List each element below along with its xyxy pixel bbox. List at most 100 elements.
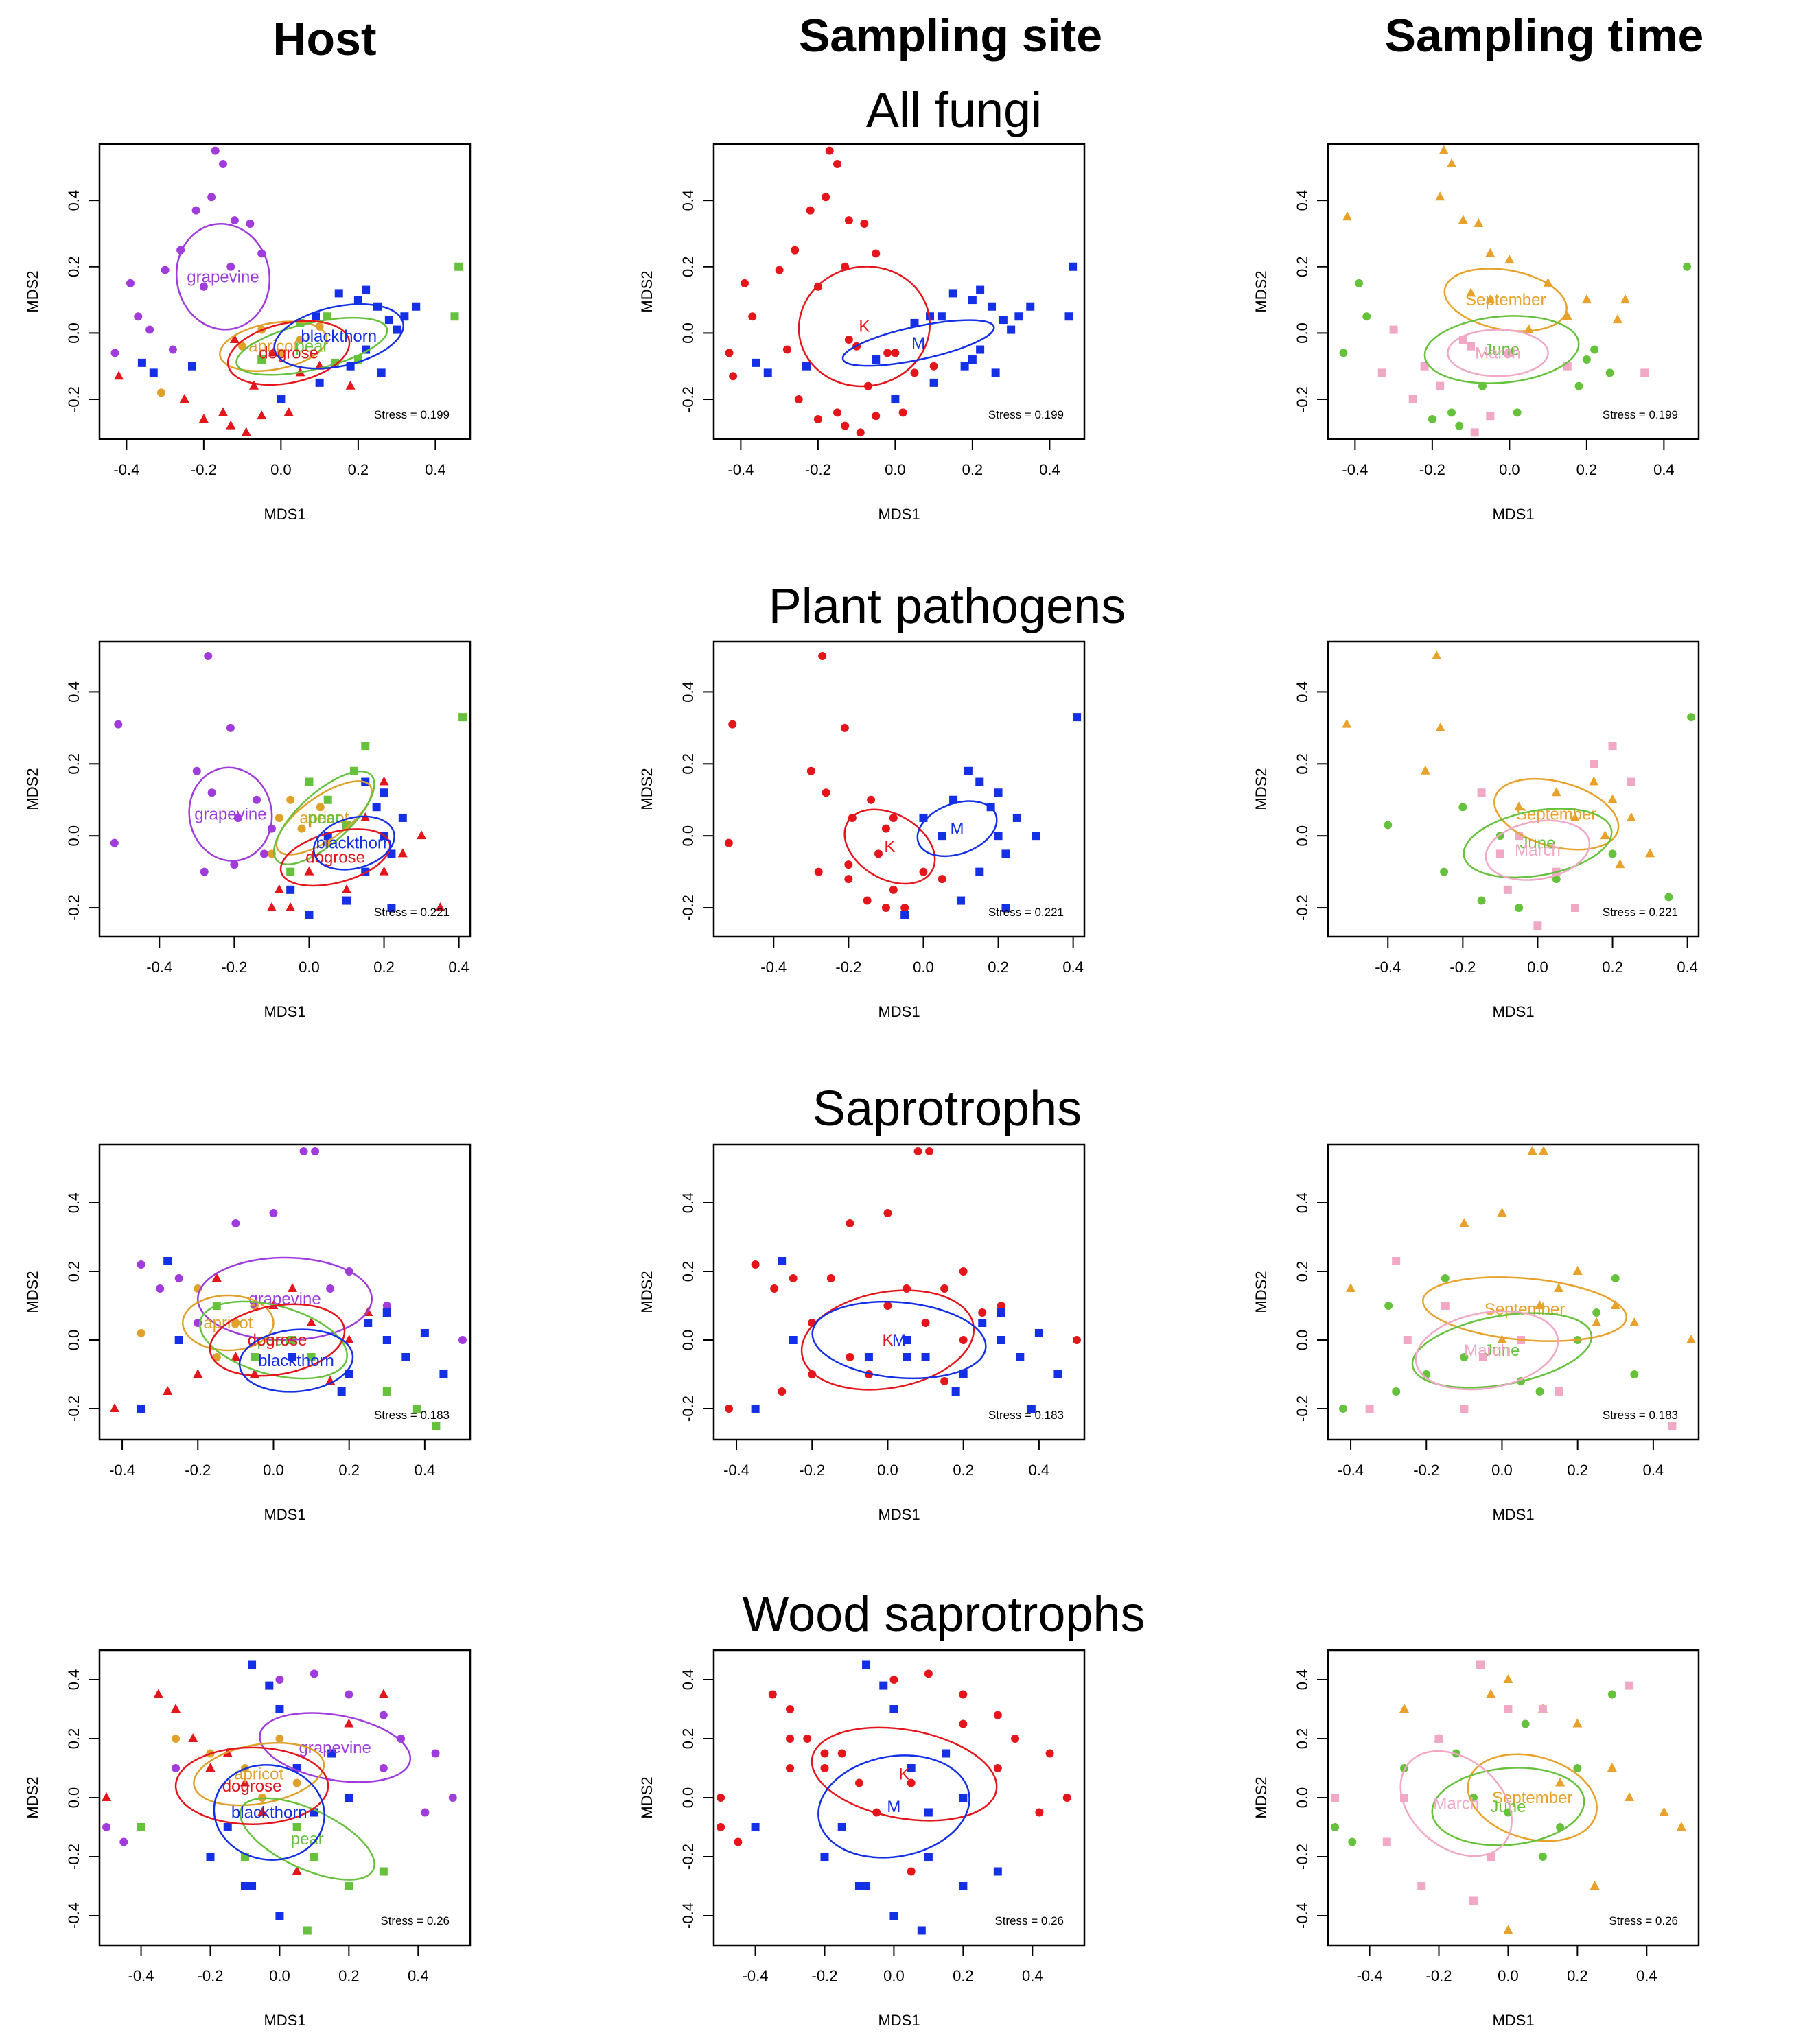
point-june [1428, 415, 1436, 424]
point-dogrose [257, 410, 267, 420]
point-k [822, 788, 830, 797]
point-blackthorn [353, 296, 362, 305]
ellipse-june [1431, 1767, 1585, 1846]
point-k [903, 1284, 911, 1293]
point-september [1459, 1218, 1469, 1227]
plot-frame [98, 143, 472, 440]
point-grapevine [156, 1284, 165, 1293]
point-september [1346, 1283, 1356, 1292]
group-label-dogrose: dogrose [259, 344, 318, 362]
point-k [725, 1405, 734, 1413]
y-tick-label: 0.2 [1294, 256, 1311, 277]
point-k [997, 1302, 1005, 1310]
y-tick-label: 0.0 [1294, 1787, 1311, 1809]
point-k [775, 266, 784, 274]
panel-plant-pathogens-sampling-site: -0.4 -0.2 0.0 0.2 0.4-0.20.00.20.4MDS1MDS2KM… [638, 640, 1086, 1020]
point-grapevine [172, 1764, 181, 1772]
point-september [1620, 294, 1631, 304]
point-march [1408, 395, 1417, 404]
point-grapevine [310, 1669, 318, 1678]
point-k [883, 1302, 892, 1310]
ellipse-september [1422, 1276, 1628, 1342]
point-k [898, 408, 907, 417]
y-tick-label: 0.4 [1294, 1193, 1311, 1214]
point-k [940, 1284, 949, 1293]
point-march [1377, 368, 1386, 377]
y-axis-label: MDS2 [638, 1776, 655, 1818]
point-september [1554, 1283, 1564, 1292]
point-k [729, 372, 738, 381]
point-m [997, 1336, 1005, 1344]
point-june [1611, 1274, 1620, 1282]
y-axis-label: MDS2 [638, 1271, 655, 1313]
x-tick-label: -0.2 [799, 1461, 825, 1479]
point-september [1527, 1146, 1537, 1155]
point-grapevine [326, 1284, 335, 1293]
point-pear [292, 1823, 301, 1831]
point-m [959, 1794, 968, 1802]
y-tick-label: -0.2 [1294, 1844, 1311, 1870]
point-k [833, 159, 841, 168]
point-march [1533, 921, 1542, 930]
point-june [1348, 1837, 1357, 1846]
point-k [844, 860, 853, 869]
point-m [924, 1808, 933, 1817]
point-dogrose [274, 884, 284, 893]
point-dogrose [288, 1283, 298, 1292]
point-k [814, 867, 823, 876]
plot-frame [98, 640, 472, 938]
point-k [844, 216, 853, 225]
plot-frame [1327, 143, 1700, 440]
point-k [789, 1274, 798, 1282]
point-m [802, 362, 811, 371]
point-pear [305, 777, 314, 786]
panel-wood-saprotrophs-host: -0.4 -0.2 0.0 0.2 0.4 -0.4 -0.2 0.0 0.2 0.4 MDS1 MD… [24, 1649, 472, 2029]
point-june [1538, 1853, 1547, 1861]
point-m [991, 368, 1000, 377]
point-apricot [172, 1735, 181, 1743]
x-tick-label: 0.2 [348, 461, 369, 478]
ellipse-grapevine [197, 1256, 373, 1341]
point-m [900, 911, 909, 919]
point-k [825, 146, 834, 155]
x-tick-label: -0.2 [1426, 1967, 1452, 1984]
group-label-pear: pear [295, 338, 328, 356]
column-header-sampling-time: Sampling time [1385, 10, 1704, 62]
point-grapevine [134, 312, 143, 321]
y-axis-label: MDS2 [638, 270, 655, 312]
point-blackthorn [327, 1749, 336, 1758]
point-k [854, 1778, 863, 1787]
point-pear [432, 1422, 441, 1430]
y-tick-label: 0.0 [679, 1787, 697, 1809]
group-label-pear: pear [307, 809, 340, 827]
point-september [1439, 145, 1449, 154]
point-m [960, 362, 969, 371]
ellipse-grapevine [188, 766, 273, 862]
point-dogrose [163, 1386, 173, 1395]
point-apricot [137, 1329, 145, 1337]
group-label-june: June [1520, 834, 1555, 853]
ellipse-pear [198, 1300, 348, 1380]
point-blackthorn [174, 1336, 183, 1344]
ellipse-june [1423, 315, 1580, 384]
point-m [993, 1867, 1002, 1876]
point-k [993, 1711, 1002, 1719]
point-grapevine [421, 1808, 430, 1817]
ellipse-m [916, 800, 998, 858]
point-m [1069, 262, 1078, 271]
x-tick-label: -0.2 [191, 461, 217, 478]
point-k [837, 1749, 846, 1758]
point-m [1014, 312, 1023, 321]
point-m [976, 345, 985, 354]
plot-frame [712, 640, 1086, 938]
group-label-march: March [1475, 344, 1521, 362]
x-tick-label: 0.4 [425, 461, 446, 478]
point-k [1011, 1735, 1020, 1743]
point-m [889, 1912, 898, 1920]
point-m [957, 896, 965, 905]
y-axis-label: MDS2 [24, 768, 41, 810]
x-axis-label: MDS1 [1492, 2012, 1534, 2029]
column-header-host: Host [272, 13, 376, 65]
point-march [1625, 1681, 1634, 1690]
